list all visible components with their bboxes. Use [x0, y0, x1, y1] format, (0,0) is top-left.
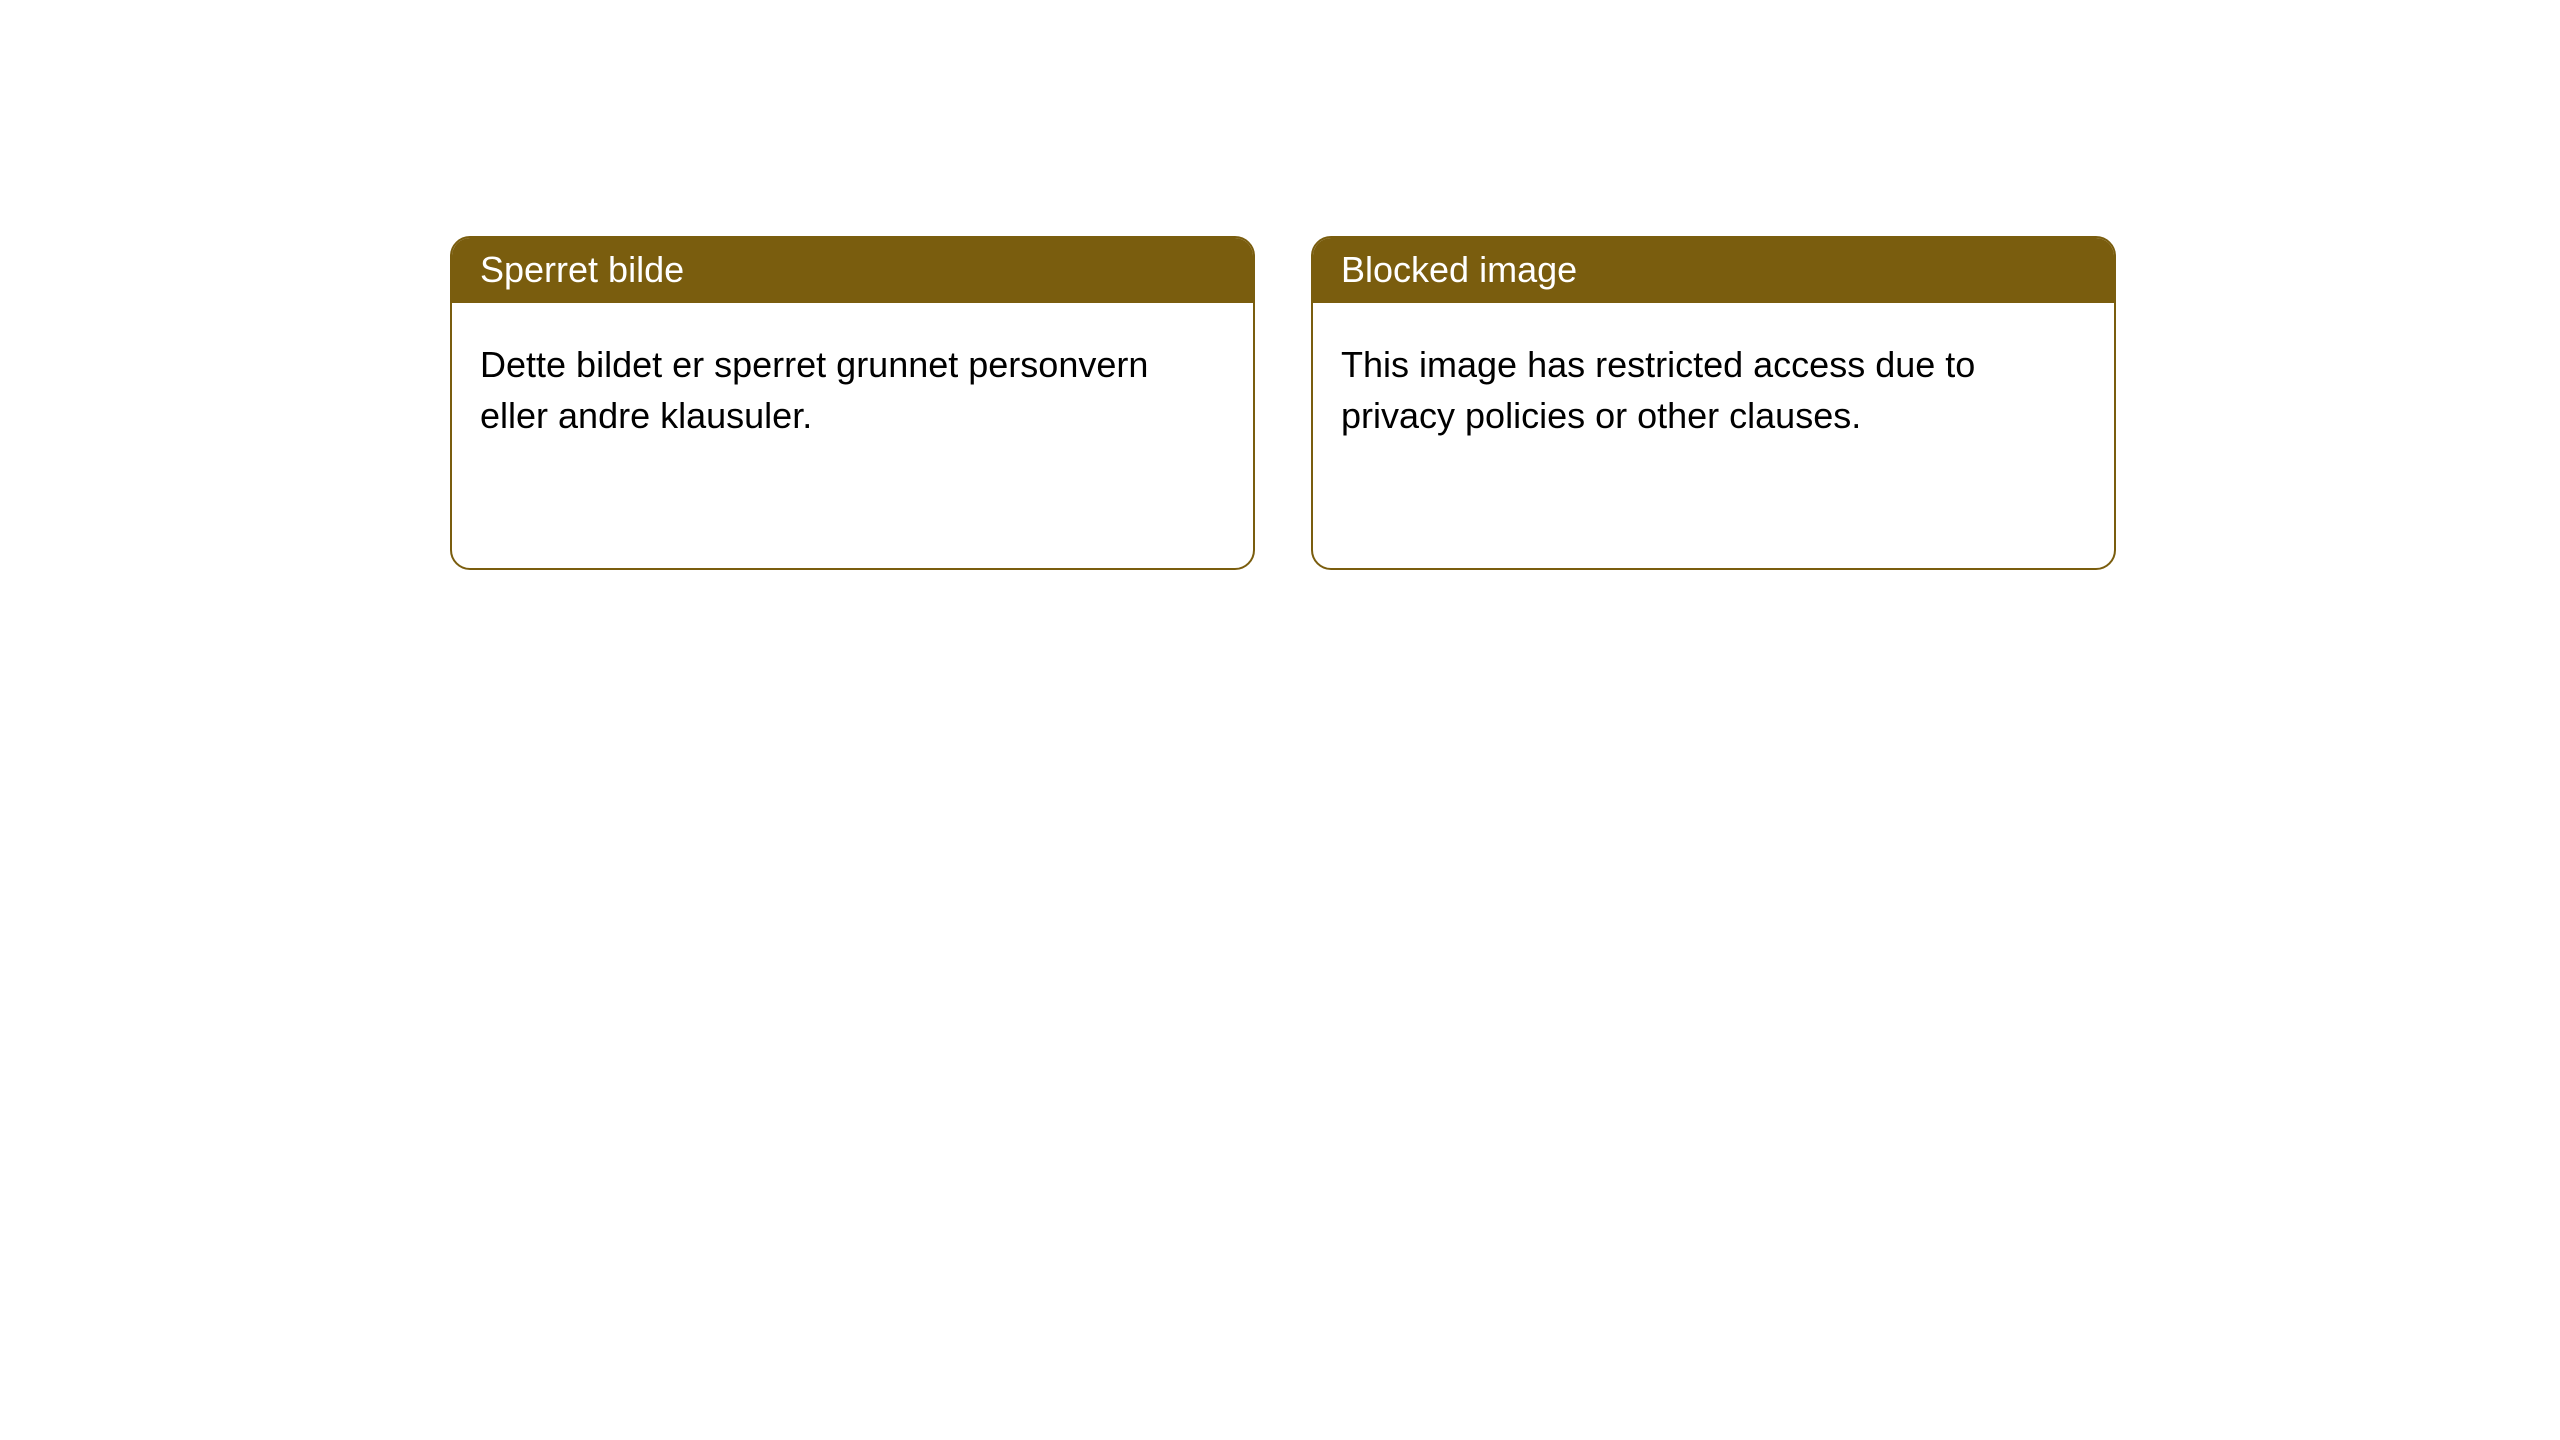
- notice-container: Sperret bilde Dette bildet er sperret gr…: [450, 236, 2116, 570]
- notice-body: This image has restricted access due to …: [1313, 303, 2114, 477]
- notice-header: Blocked image: [1313, 238, 2114, 303]
- notice-box-english: Blocked image This image has restricted …: [1311, 236, 2116, 570]
- notice-box-norwegian: Sperret bilde Dette bildet er sperret gr…: [450, 236, 1255, 570]
- notice-header: Sperret bilde: [452, 238, 1253, 303]
- notice-body: Dette bildet er sperret grunnet personve…: [452, 303, 1253, 477]
